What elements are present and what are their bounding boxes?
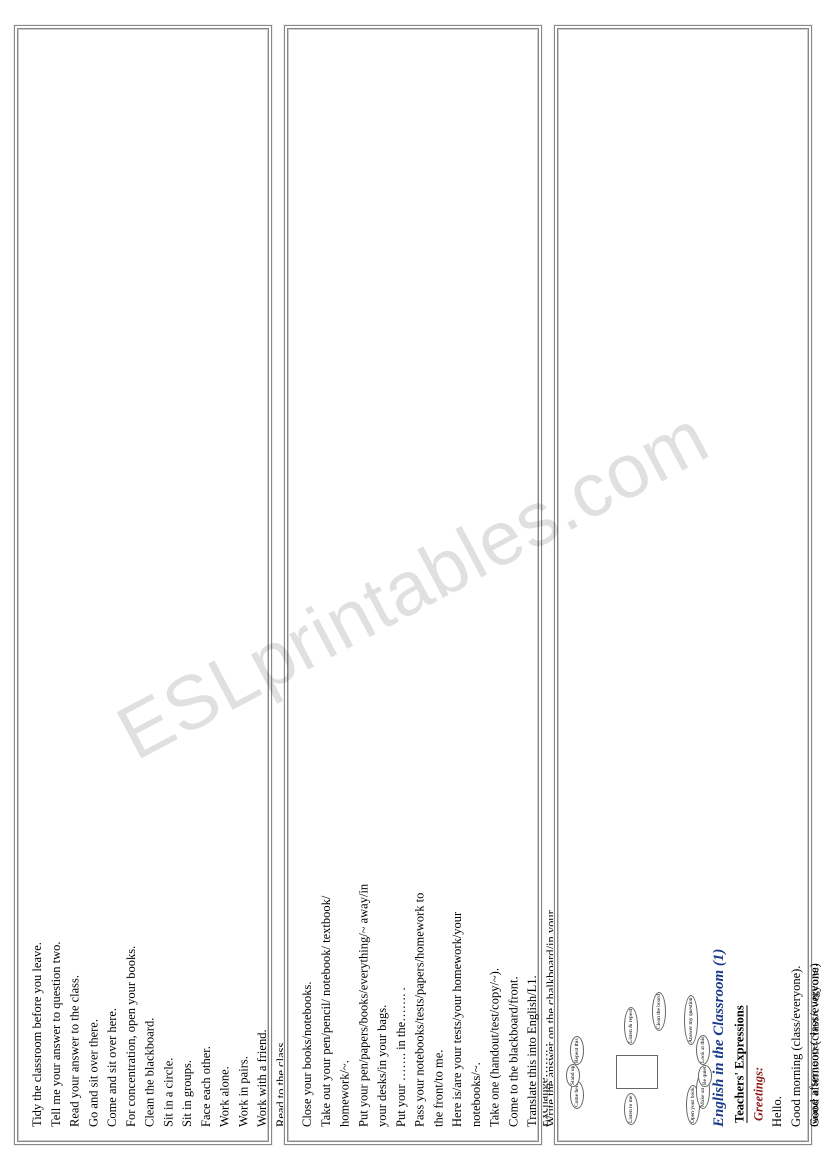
text-line: Clean the blackboard. <box>141 43 160 1127</box>
text-line: Read your answer to the class. <box>66 43 85 1127</box>
text-line: the front/to me. <box>429 43 448 1127</box>
bubble-icon: Answer my question <box>684 995 698 1045</box>
text-line: Sit in a circle. <box>159 43 178 1127</box>
teachers-expressions-head: Teachers' Expressions <box>731 45 750 1123</box>
bubble-icon: Listen & repeat <box>624 1006 638 1044</box>
text-line: Hello. <box>768 43 787 1127</box>
text-line: Pass your notebooks/tests/papers/homewor… <box>411 43 430 1127</box>
text-line: Good afternoon (class/everyone) <box>806 43 825 1127</box>
bubble-icon: Be quiet <box>698 1064 712 1086</box>
text-line: Here is/are your tests/your homework/you… <box>448 43 467 1127</box>
text-line: your desks/in your bags. <box>373 43 392 1127</box>
classroom-diagram: Open your book Listen to me Make an effo… <box>568 1017 708 1127</box>
text-line: Close your books/notebooks. <box>298 43 317 1127</box>
bubble-icon: Listen to me <box>624 1093 638 1125</box>
text-line: Put your ……. in the……. . <box>392 43 411 1127</box>
panel-page-1: Open your book Listen to me Make an effo… <box>554 25 812 1145</box>
text-line: Work alone. <box>216 43 235 1127</box>
bubble-icon: Stand up <box>566 1063 580 1086</box>
text-line: Go and sit over there. <box>84 43 103 1127</box>
panel-page-3: Tidy the classroom before you leave.Tell… <box>14 25 272 1145</box>
text-line: Take out your pen/pencil/ notebook/ text… <box>317 43 336 1127</box>
text-line: Put your pen/papers/books/everything/~ a… <box>354 43 373 1127</box>
text-line: Tell me your answer to question two. <box>47 43 66 1127</box>
text-line: Come and sit over here. <box>103 43 122 1127</box>
text-line: Take one (handout/test/copy/~). <box>486 43 505 1127</box>
text-line: Sit in groups. <box>178 43 197 1127</box>
text-line: Good morning (class/everyone). <box>787 43 806 1127</box>
text-line: Work in pairs. <box>234 43 253 1127</box>
panel-page-2: Close your books/notebooks.Take out your… <box>284 25 542 1145</box>
greetings-head: Greetings: <box>749 45 768 1121</box>
text-line: homework/~. <box>336 43 355 1127</box>
bubble-icon: Repeat this <box>570 1036 584 1065</box>
text-line: Come to the blackboard/front. <box>504 43 523 1127</box>
text-line: Translate this into English/L1. <box>523 43 542 1127</box>
text-line: Tidy the classroom before you leave. <box>28 43 47 1127</box>
text-line: Work with a friend. <box>253 43 272 1127</box>
worksheet-title: English in the Classroom (1) <box>708 49 731 1127</box>
text-line: Face each other. <box>197 43 216 1127</box>
text-line: For concentration, open your books. <box>122 43 141 1127</box>
text-line: notebooks/~. <box>467 43 486 1127</box>
bubble-icon: Look at this <box>696 1034 710 1064</box>
bubble-icon: Clean the board <box>652 992 666 1031</box>
